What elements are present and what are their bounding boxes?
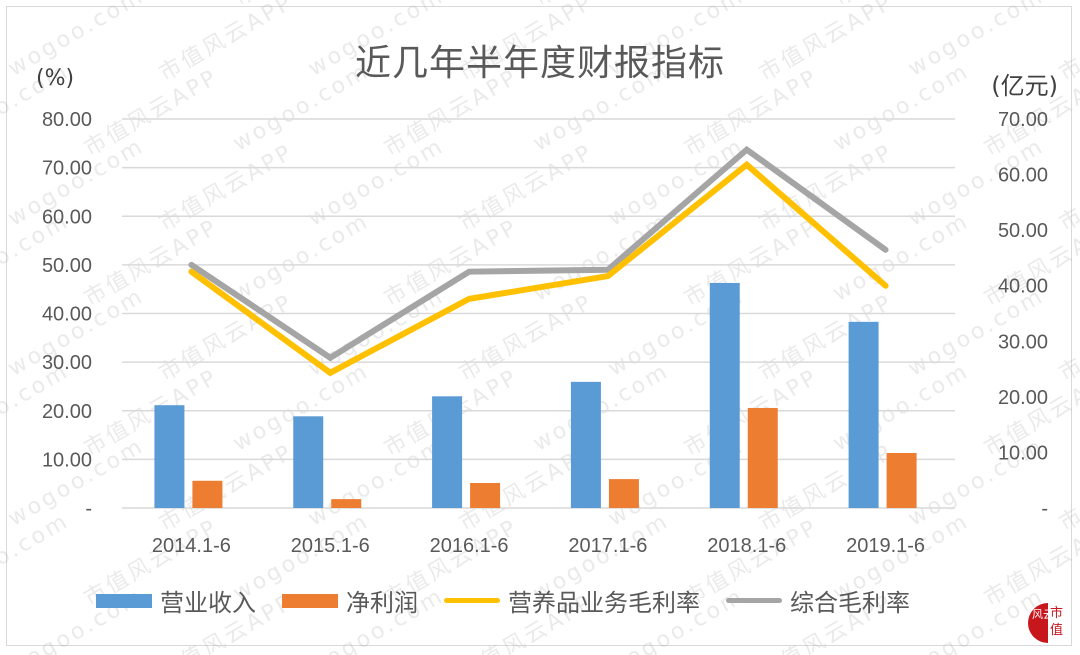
right-tick-label: 60.00 [998,165,1048,187]
logo-seal-icon [1028,603,1048,643]
logo-seal-text: 风云 [1032,608,1054,621]
left-tick-label: - [85,498,92,520]
bar [470,482,501,508]
legend: 营业收入 净利润 营养品业务毛利率 综合毛利率 [96,583,936,618]
bar-series [154,282,917,508]
right-axis-ticks: 70.00 60.00 50.00 40.00 30.00 20.00 10.00 - [998,109,1048,520]
left-tick-label: 30.00 [42,352,92,374]
legend-item-revenue[interactable]: 营业收入 [96,583,256,618]
left-axis-unit: (%) [36,66,75,91]
line-series-path [188,160,889,377]
bar [747,407,778,508]
line-series-path [188,145,889,362]
legend-label: 营业收入 [160,589,256,617]
right-tick-label: - [1041,498,1048,520]
bar [709,282,740,508]
x-tick-label: 2015.1-6 [291,535,370,557]
legend-label: 综合毛利率 [790,589,910,617]
line-series [188,145,889,377]
x-tick-label: 2017.1-6 [568,535,647,557]
bar [608,479,639,508]
legend-label: 净利润 [346,589,418,617]
net-profit-swatch-icon [282,593,338,608]
revenue-swatch-icon [96,593,152,608]
gridlines [122,118,955,509]
left-axis-ticks: 80.00 70.00 60.00 50.00 40.00 30.00 20.00 10.00… [42,109,92,520]
right-tick-label: 20.00 [998,387,1048,409]
bar [293,416,324,508]
left-tick-label: 50.00 [42,255,92,277]
x-tick-label: 2019.1-6 [846,535,925,557]
legend-item-gross-margin[interactable]: 综合毛利率 [726,583,910,618]
bar [848,321,879,508]
chart-frame [6,6,1072,646]
right-tick-label: 50.00 [998,220,1048,242]
bar [886,452,917,508]
x-tick-label: 2014.1-6 [152,535,231,557]
left-tick-label: 80.00 [42,109,92,131]
chart-title: 近几年半年度财报指标 [354,43,725,84]
logo-text: 市值 [1050,606,1064,638]
right-tick-label: 10.00 [998,442,1048,464]
legend-item-nutrition-margin[interactable]: 营养品业务毛利率 [444,583,700,618]
left-tick-label: 40.00 [42,304,92,326]
left-tick-label: 70.00 [42,158,92,180]
bar [192,480,223,508]
left-tick-label: 60.00 [42,206,92,228]
right-tick-label: 40.00 [998,276,1048,298]
nutrition-margin-swatch-icon [444,598,500,603]
right-tick-label: 30.00 [998,331,1048,353]
legend-item-net-profit[interactable]: 净利润 [282,583,418,618]
x-tick-label: 2016.1-6 [430,535,509,557]
bar [432,396,463,508]
right-tick-label: 70.00 [998,109,1048,131]
legend-label: 营养品业务毛利率 [508,589,700,617]
gross-margin-swatch-icon [726,598,782,603]
bar [154,405,185,508]
left-tick-label: 20.00 [42,401,92,423]
bar [570,381,601,508]
right-axis-unit: (亿元) [991,72,1058,100]
x-axis-labels: 2014.1-6 2015.1-6 2016.1-6 2017.1-6 2018.1-6… [152,535,925,557]
x-tick-label: 2018.1-6 [707,535,786,557]
bar [331,499,362,508]
left-tick-label: 10.00 [42,449,92,471]
brand-logo: 风云 市值 [1028,603,1068,643]
